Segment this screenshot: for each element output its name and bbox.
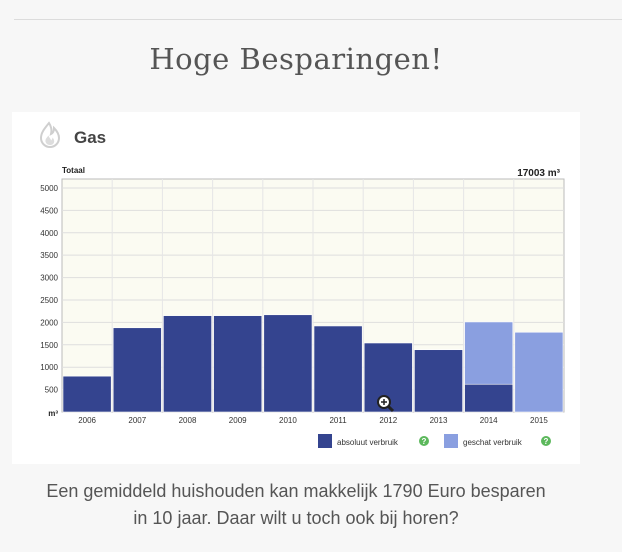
- svg-text:?: ?: [422, 437, 427, 446]
- chart-legend: absoluut verbruik? geschat verbruik?: [318, 434, 551, 448]
- x-tick-label: 2007: [128, 416, 146, 425]
- bar-2009-absoluut[interactable]: [213, 315, 263, 413]
- bar-2008-absoluut[interactable]: [163, 315, 212, 413]
- x-tick-label: 2011: [329, 416, 347, 425]
- info-icon[interactable]: ?: [419, 436, 429, 446]
- caption-line-1: Een gemiddeld huishouden kan makkelijk 1…: [46, 481, 546, 501]
- bar-2013-absoluut[interactable]: [414, 349, 463, 413]
- legend-label: absoluut verbruik: [337, 438, 399, 447]
- y-tick-labels: 500 1000 1500 2000 2500 3000 3500 4000 4500 5000: [40, 184, 58, 395]
- y-axis-label: Totaal: [62, 166, 85, 175]
- legend-label: geschat verbruik: [463, 438, 523, 447]
- gas-chart: Gas Totaal 17003 m³ 500 1000 1500 2000 2500 3…: [12, 112, 580, 464]
- x-tick-label: 2013: [430, 416, 448, 425]
- x-tick-label: 2008: [179, 416, 197, 425]
- y-tick-label: 500: [45, 386, 59, 395]
- y-tick-label: 4000: [40, 229, 58, 238]
- chart-svg: Gas Totaal 17003 m³ 500 1000 1500 2000 2500 3…: [39, 121, 565, 448]
- y-tick-label: 3500: [40, 251, 58, 260]
- chart-title: Gas: [74, 128, 106, 147]
- flame-icon: [39, 121, 61, 149]
- zoom-icon[interactable]: [377, 395, 395, 413]
- y-tick-label: 4500: [40, 206, 58, 215]
- x-tick-labels: 2006 2007 2008 2009 2010 2011 2012 2013 2014 2015: [78, 416, 548, 425]
- bar-2014-geschat[interactable]: [464, 321, 514, 385]
- caption-line-2: in 10 jaar. Daar wilt u toch ook bij hor…: [133, 508, 459, 528]
- x-tick-label: 2009: [229, 416, 247, 425]
- bar-2007-absoluut[interactable]: [112, 327, 162, 413]
- x-tick-label: 2006: [78, 416, 96, 425]
- legend-swatch: [444, 434, 458, 448]
- y-tick-label: 2500: [40, 296, 58, 305]
- bar-2006-absoluut[interactable]: [62, 375, 112, 413]
- bar-2011-absoluut[interactable]: [313, 325, 363, 413]
- page-title: Hoge Besparingen!: [149, 42, 443, 76]
- y-tick-label: 3000: [40, 274, 58, 283]
- x-tick-label: 2014: [480, 416, 498, 425]
- x-tick-label: 2010: [279, 416, 297, 425]
- bar-2015-geschat[interactable]: [514, 331, 564, 413]
- y-tick-label: 5000: [40, 184, 58, 193]
- unit-label: m³: [48, 409, 58, 418]
- y-tick-label: 1500: [40, 341, 58, 350]
- svg-text:?: ?: [544, 437, 549, 446]
- info-icon[interactable]: ?: [541, 436, 551, 446]
- caption: Een gemiddeld huishouden kan makkelijk 1…: [0, 478, 592, 532]
- bars: [62, 314, 564, 413]
- top-divider: [14, 19, 622, 20]
- x-tick-label: 2012: [379, 416, 397, 425]
- total-label: 17003 m³: [517, 168, 560, 179]
- x-tick-label: 2015: [530, 416, 548, 425]
- legend-swatch: [318, 434, 332, 448]
- y-tick-label: 1000: [40, 363, 58, 372]
- bar-2010-absoluut[interactable]: [263, 314, 313, 413]
- y-tick-label: 2000: [40, 318, 58, 327]
- bar-2014-absoluut[interactable]: [464, 383, 514, 413]
